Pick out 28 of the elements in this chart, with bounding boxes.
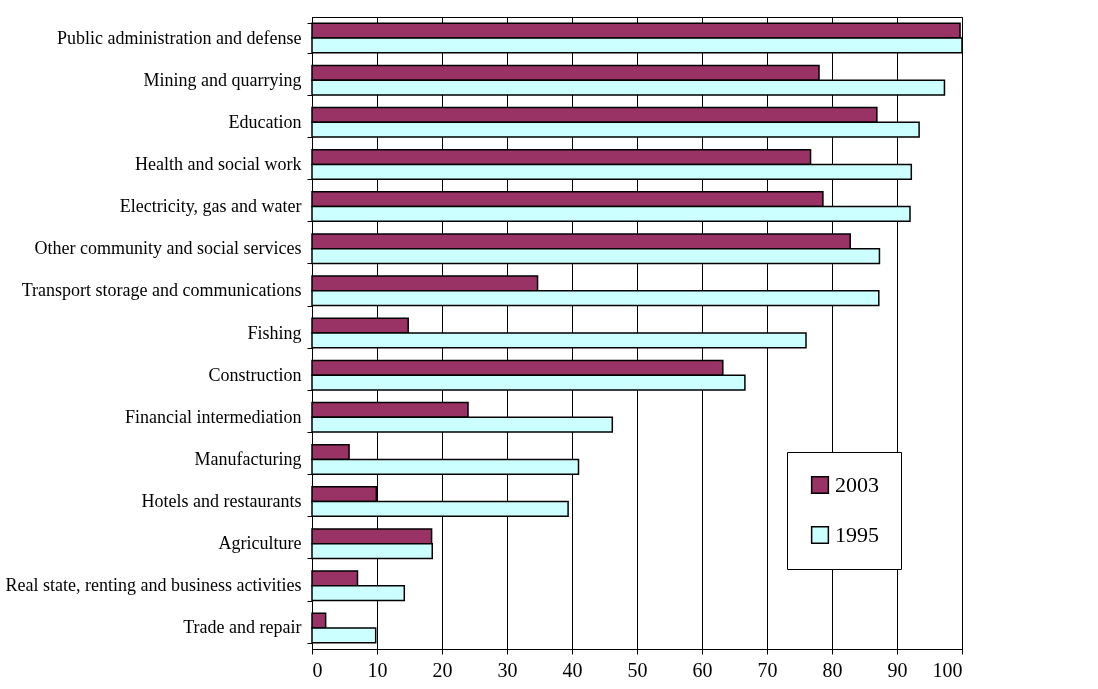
- y-tick-label: Health and social work: [135, 153, 302, 174]
- x-tick-label: 10: [367, 658, 388, 681]
- y-tick-label: Fishing: [247, 322, 302, 343]
- x-tick-label: 20: [432, 658, 453, 681]
- x-tick-label: 60: [692, 658, 713, 681]
- x-tick-label: 50: [627, 658, 648, 681]
- y-tick-label: Other community and social services: [34, 238, 302, 259]
- y-tick-label: Financial intermediation: [125, 406, 302, 427]
- y-tick-label: Hotels and restaurants: [141, 491, 302, 512]
- y-tick-label: Trade and repair: [183, 617, 302, 638]
- x-tick-label: 80: [822, 658, 843, 681]
- x-tick-label: 70: [757, 658, 778, 681]
- x-tick-label: 40: [562, 658, 583, 681]
- y-tick-label: Public administration and defense: [57, 27, 302, 48]
- legend-label: 1995: [835, 522, 879, 547]
- y-tick-label: Agriculture: [218, 533, 302, 554]
- legend-label: 2003: [835, 472, 879, 497]
- x-tick-label: 90: [887, 658, 908, 681]
- y-tick-label: Manufacturing: [194, 448, 302, 469]
- x-tick-label: 100: [932, 658, 963, 681]
- x-tick-label: 30: [497, 658, 518, 681]
- y-tick-label: Electricity, gas and water: [119, 196, 302, 217]
- y-tick-label: Mining and quarrying: [143, 69, 302, 90]
- y-tick-label: Construction: [208, 364, 302, 385]
- y-tick-label: Real state, renting and business activities: [5, 575, 302, 596]
- y-tick-label: Education: [228, 111, 302, 132]
- x-tick-label: 0: [312, 658, 323, 681]
- y-tick-label: Transport storage and communications: [21, 280, 302, 301]
